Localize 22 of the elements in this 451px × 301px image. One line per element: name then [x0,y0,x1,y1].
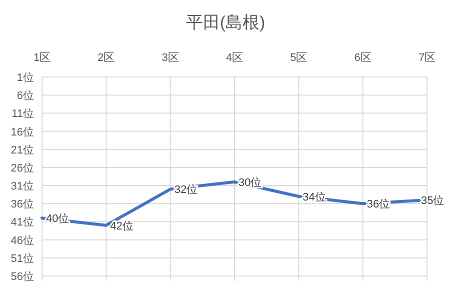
y-tick-label: 1位 [16,72,34,84]
y-tick-label: 51位 [10,252,34,265]
y-tick-label: 31位 [10,180,34,193]
x-tick-label: 7区 [418,52,436,64]
y-tick-label: 11位 [12,108,34,120]
y-tick-label: 21位 [10,144,34,156]
y-tick-label: 56位 [10,271,34,283]
x-tick-label: 5区 [290,52,308,64]
x-tick-label: 1区 [33,52,51,64]
x-tick-label: 4区 [226,52,244,64]
y-tick-label: 6位 [16,90,34,102]
y-tick-label: 16位 [10,126,34,138]
y-tick-label: 46位 [10,234,34,247]
y-tick-label: 26位 [10,162,34,174]
x-tick-label: 3区 [162,52,179,64]
y-tick-label: 36位 [10,198,34,211]
y-tick-label: 41位 [10,216,34,229]
x-tick-label: 2区 [98,52,115,64]
chart-title: 平田(島根) [186,13,266,32]
data-label: 35位 [421,195,444,208]
x-tick-label: 6区 [354,52,372,64]
data-label: 42位 [110,220,134,232]
